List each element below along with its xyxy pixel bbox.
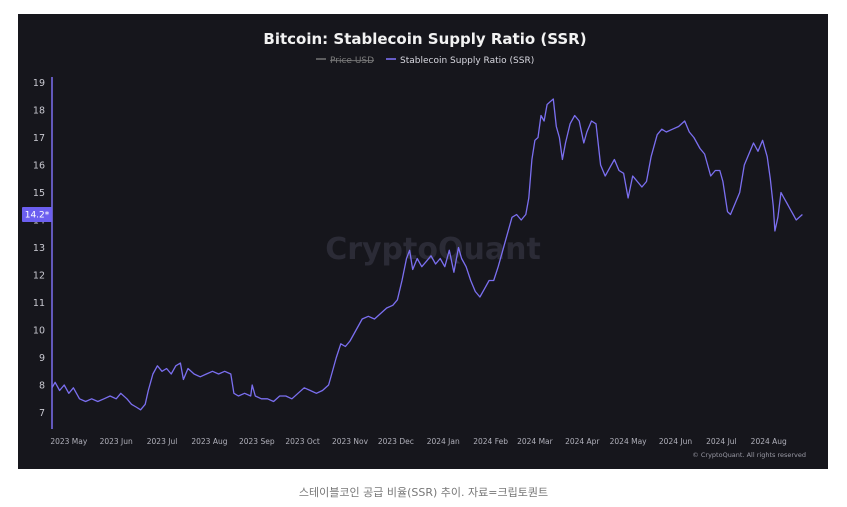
legend-label-ssr: Stablecoin Supply Ratio (SSR) bbox=[400, 56, 534, 66]
x-tick-label: 2023 Nov bbox=[332, 437, 369, 446]
chart-svg: CryptoQuant Bitcoin: Stablecoin Supply R… bbox=[22, 30, 806, 459]
y-axis-ticks: 78910111213141516171819 bbox=[33, 78, 45, 419]
y-tick-label: 17 bbox=[33, 133, 45, 144]
x-tick-label: 2023 Oct bbox=[285, 437, 319, 446]
y-tick-label: 12 bbox=[33, 271, 45, 282]
y-tick-label: 19 bbox=[33, 78, 45, 89]
x-tick-label: 2023 Sep bbox=[239, 437, 275, 446]
x-tick-label: 2024 Jul bbox=[706, 437, 737, 446]
x-tick-label: 2023 Jul bbox=[147, 437, 178, 446]
y-tick-label: 18 bbox=[33, 106, 45, 117]
y-tick-label: 10 bbox=[33, 326, 45, 337]
current-value-badge bbox=[22, 207, 52, 222]
chart-title: Bitcoin: Stablecoin Supply Ratio (SSR) bbox=[263, 30, 586, 48]
legend-item-price-usd[interactable]: Price USD bbox=[316, 56, 374, 66]
current-value-label: 14.2* bbox=[25, 211, 50, 221]
chart-panel: CryptoQuant Bitcoin: Stablecoin Supply R… bbox=[18, 14, 828, 469]
x-tick-label: 2024 Mar bbox=[517, 437, 554, 446]
legend: Price USD Stablecoin Supply Ratio (SSR) bbox=[316, 56, 534, 66]
legend-item-ssr[interactable]: Stablecoin Supply Ratio (SSR) bbox=[386, 56, 534, 66]
current-value-marker: 14.2* bbox=[22, 207, 52, 222]
x-tick-label: 2024 Aug bbox=[751, 437, 787, 446]
x-axis-ticks: 2023 May 2023 Jun 2023 Jul 2023 Aug 2023 Sep… bbox=[50, 437, 787, 446]
x-tick-label: 2024 Apr bbox=[565, 437, 600, 446]
x-tick-label: 2024 Feb bbox=[473, 437, 508, 446]
copyright-text: © CryptoQuant. All rights reserved bbox=[692, 451, 806, 459]
y-tick-label: 7 bbox=[39, 408, 45, 419]
y-tick-label: 13 bbox=[33, 243, 45, 254]
y-tick-label: 11 bbox=[33, 298, 45, 309]
x-tick-label: 2023 May bbox=[50, 437, 88, 446]
y-tick-label: 8 bbox=[39, 381, 45, 392]
watermark-text: CryptoQuant bbox=[325, 232, 541, 267]
x-tick-label: 2024 May bbox=[610, 437, 648, 446]
x-tick-label: 2023 Dec bbox=[378, 437, 414, 446]
x-tick-label: 2024 Jan bbox=[427, 437, 460, 446]
x-tick-label: 2023 Aug bbox=[191, 437, 227, 446]
series-line-ssr bbox=[51, 98, 803, 411]
x-tick-label: 2023 Jun bbox=[100, 437, 133, 446]
y-tick-label: 16 bbox=[33, 161, 45, 172]
y-tick-label: 15 bbox=[33, 188, 45, 199]
y-tick-label: 9 bbox=[39, 353, 45, 364]
figure-caption: 스테이블코인 공급 비율(SSR) 추이. 자료=크립토퀀트 bbox=[298, 486, 549, 499]
legend-label-price-usd: Price USD bbox=[330, 56, 374, 66]
x-tick-label: 2024 Jun bbox=[659, 437, 692, 446]
